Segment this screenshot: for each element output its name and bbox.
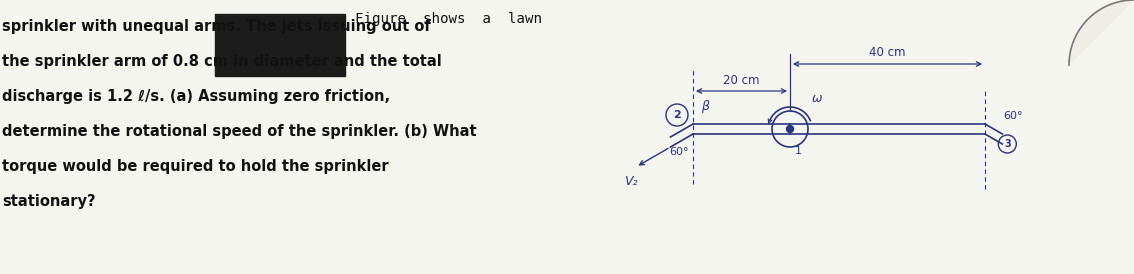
Text: 1: 1 [795, 146, 802, 156]
Text: stationary?: stationary? [2, 194, 95, 209]
Text: Figure  shows  a  lawn: Figure shows a lawn [355, 12, 542, 26]
Text: the sprinkler arm of 0.8 cm in diameter and the total: the sprinkler arm of 0.8 cm in diameter … [2, 54, 442, 69]
Text: discharge is 1.2 ℓ/s. (a) Assuming zero friction,: discharge is 1.2 ℓ/s. (a) Assuming zero … [2, 89, 390, 104]
Text: torque would be required to hold the sprinkler: torque would be required to hold the spr… [2, 159, 389, 174]
Text: 60°: 60° [669, 147, 689, 157]
Text: determine the rotational speed of the sprinkler. (b) What: determine the rotational speed of the sp… [2, 124, 476, 139]
Circle shape [767, 106, 813, 152]
Text: β: β [701, 100, 709, 113]
PathPatch shape [1069, 0, 1134, 65]
Text: V₂: V₂ [624, 175, 637, 188]
Text: 60°: 60° [1004, 111, 1023, 121]
Text: 3: 3 [1004, 139, 1010, 149]
Text: 20 cm: 20 cm [723, 74, 760, 87]
Bar [215, 14, 345, 76]
Text: 2: 2 [674, 110, 680, 120]
Circle shape [787, 125, 794, 133]
Text: sprinkler with unequal arms. The jets issuing out of: sprinkler with unequal arms. The jets is… [2, 19, 431, 34]
Text: 40 cm: 40 cm [870, 46, 906, 59]
Text: ω: ω [812, 93, 822, 105]
